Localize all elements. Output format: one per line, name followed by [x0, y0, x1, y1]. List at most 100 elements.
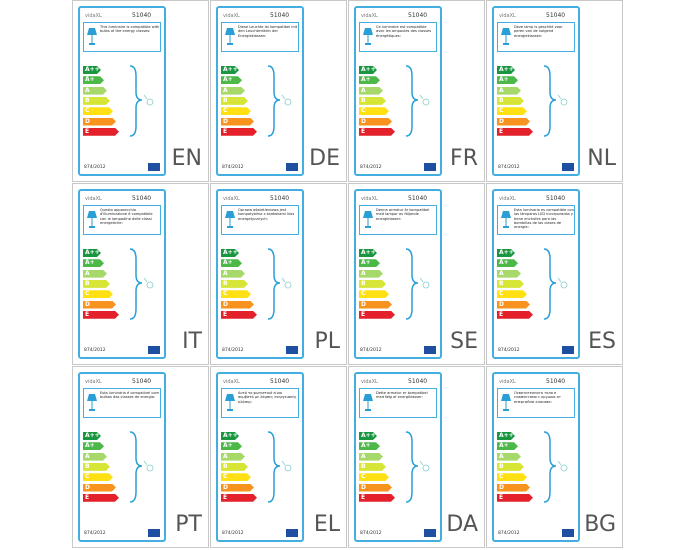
energy-class-bar: C [221, 290, 251, 298]
energy-class-bar: E [221, 311, 257, 319]
energy-class-bar: E [359, 128, 395, 136]
label-cell: vidaXL 51040 This luminaire is compatible … [72, 0, 209, 182]
energy-class-bar: C [359, 107, 389, 115]
regulation: 874/2012 [360, 348, 382, 353]
model-number: 51040 [132, 195, 152, 202]
energy-label: vidaXL 51040 Questo apparecchio d'illumina… [78, 189, 166, 359]
compatibility-text: Αυτό το φωτιστικό είναι συμβατό με λάμπε… [238, 391, 297, 404]
info-box: Diese Leuchte ist kompatibel mit den Leu… [221, 22, 299, 52]
label-cell: vidaXL 51040 Dette armatur er kompatibel m… [348, 366, 485, 548]
eu-flag [286, 346, 298, 354]
language-code: SE [450, 329, 478, 354]
energy-class-bar: E [221, 128, 257, 136]
energy-class-bar: A+ [221, 442, 242, 450]
energy-class-bar: A [221, 270, 245, 278]
brand: vidaXL [499, 379, 516, 385]
eu-flag [148, 346, 160, 354]
brace-lamp [129, 431, 154, 503]
eu-flag [424, 346, 436, 354]
energy-class-bar: E [83, 128, 119, 136]
energy-class-bar: A [497, 87, 521, 95]
lamp-icon [87, 394, 97, 411]
model-number: 51040 [270, 12, 290, 19]
energy-class-bar: A [83, 87, 107, 95]
energy-class-bar: E [497, 311, 533, 319]
brace-lamp [129, 248, 154, 320]
eu-flag [562, 163, 574, 171]
info-box: Αυτό το φωτιστικό είναι συμβατό με λάμπε… [221, 388, 299, 418]
compatibility-text: Осветителното тяло е съвместимо с крушки… [514, 391, 561, 404]
energy-class-bar: A [359, 87, 383, 95]
energy-class-bar: D [359, 301, 392, 309]
lamp-icon [225, 211, 235, 228]
energy-class-bar: D [221, 118, 254, 126]
compatibility-text: Questo apparecchio d'illuminazione è com… [100, 208, 153, 225]
info-box: Oprawa oświetleniowa jest kompatybilna z… [221, 205, 299, 235]
energy-label: vidaXL 51040 Deze lamp is geschikt voor pe… [492, 6, 580, 176]
energy-class-bar: D [359, 484, 392, 492]
label-cell: vidaXL 51040 Questo apparecchio d'illumina… [72, 183, 209, 365]
energy-class-bar: A [359, 270, 383, 278]
label-cell: vidaXL 51040 Ce luminaire est compatible a… [348, 0, 485, 182]
energy-class-bar: D [359, 118, 392, 126]
brace-lamp [267, 431, 292, 503]
energy-class-bar: D [83, 301, 116, 309]
energy-class-bar: A++ [499, 66, 514, 73]
energy-class-bar: A++ [85, 249, 100, 256]
energy-class-bar: A++ [85, 432, 100, 439]
language-code: DA [446, 512, 478, 537]
energy-class-bar: E [221, 494, 257, 502]
regulation: 874/2012 [84, 531, 106, 536]
energy-class-bar: C [497, 473, 527, 481]
label-cell: vidaXL 51040 Denna armatur är kompatibel m… [348, 183, 485, 365]
energy-class-bar: A++ [223, 66, 238, 73]
language-code: DE [309, 146, 340, 171]
energy-class-bar: A+ [221, 76, 242, 84]
brace-lamp [543, 248, 568, 320]
brand: vidaXL [499, 196, 516, 202]
brace-lamp [129, 65, 154, 137]
energy-class-bar: B [221, 463, 248, 471]
brand: vidaXL [223, 13, 240, 19]
model-number: 51040 [546, 195, 566, 202]
regulation: 874/2012 [222, 531, 244, 536]
model-number: 51040 [270, 378, 290, 385]
energy-class-bar: A++ [223, 432, 238, 439]
brand: vidaXL [223, 196, 240, 202]
energy-class-bar: A+ [359, 259, 380, 267]
eu-flag [148, 163, 160, 171]
lamp-icon [363, 28, 373, 45]
lamp-icon [87, 211, 97, 228]
regulation: 874/2012 [222, 348, 244, 353]
language-code: ES [588, 329, 616, 354]
label-cell: vidaXL 51040 Esta luminaria es compatible … [486, 183, 623, 365]
regulation: 874/2012 [84, 348, 106, 353]
brace-lamp [543, 65, 568, 137]
energy-class-bar: C [497, 290, 527, 298]
brand: vidaXL [85, 379, 102, 385]
energy-label: vidaXL 51040 Esta luminaria es compatible … [492, 189, 580, 359]
regulation: 874/2012 [498, 531, 520, 536]
regulation: 874/2012 [360, 165, 382, 170]
compatibility-text: Esta luminária é compatível com bulbos d… [100, 391, 160, 400]
energy-class-bar: A++ [223, 249, 238, 256]
energy-class-bar: E [497, 128, 533, 136]
label-cell: vidaXL 51040 Esta luminária é compatível c… [72, 366, 209, 548]
energy-class-bar: E [497, 494, 533, 502]
energy-label: vidaXL 51040 This luminaire is compatible … [78, 6, 166, 176]
energy-class-bar: D [497, 301, 530, 309]
energy-class-bar: A+ [497, 259, 518, 267]
label-cell: vidaXL 51040 Oprawa oświetleniowa jest kom… [210, 183, 347, 365]
energy-class-bar: A+ [359, 442, 380, 450]
energy-class-bar: D [497, 118, 530, 126]
energy-class-bar: A [359, 453, 383, 461]
language-code: FR [450, 146, 478, 171]
energy-class-bar: B [497, 280, 524, 288]
energy-class-bar: A+ [497, 76, 518, 84]
lamp-icon [225, 394, 235, 411]
language-code: EN [171, 146, 202, 171]
energy-class-bar: D [497, 484, 530, 492]
model-number: 51040 [270, 195, 290, 202]
lamp-icon [501, 211, 511, 228]
